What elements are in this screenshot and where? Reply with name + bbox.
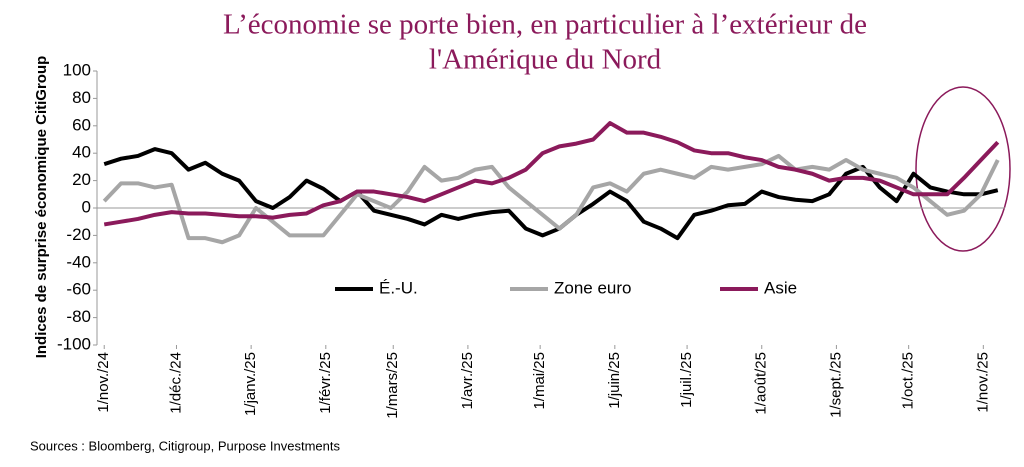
series-line — [103, 147, 999, 241]
y-tick-label: 0 — [82, 197, 91, 216]
y-tick-label: 80 — [72, 88, 91, 107]
legend-label: Zone euro — [554, 278, 632, 297]
y-tick-label: 100 — [63, 60, 91, 79]
y-tick-label: 60 — [72, 115, 91, 134]
highlight-ellipse — [915, 86, 1011, 252]
x-tick-label: 1/sept./25 — [827, 352, 844, 418]
x-tick-label: 1/nov./25 — [974, 352, 991, 413]
x-tick-label: 1/juil./25 — [678, 352, 695, 408]
series-line — [102, 153, 1000, 245]
x-tick-label: 1/juin/25 — [606, 352, 623, 409]
series-line — [103, 121, 1000, 227]
source: Sources : Bloomberg, Citigroup, Purpose … — [30, 438, 340, 453]
y-axis-label: Indices de surprise économique CitiGroup — [33, 56, 50, 359]
y-tick-label: -100 — [57, 334, 91, 353]
x-tick-label: 1/mai/25 — [531, 352, 548, 410]
chart-title: l'Amérique du Nord — [429, 44, 662, 76]
x-tick-label: 1/nov./24 — [95, 352, 112, 413]
y-tick-label: 40 — [72, 143, 91, 162]
x-tick-label: 1/janv./25 — [242, 352, 259, 416]
x-tick-label: 1/août/25 — [753, 352, 770, 415]
x-tick-label: 1/avr./25 — [459, 352, 476, 410]
y-tick-label: -20 — [66, 225, 91, 244]
legend-label: Asie — [764, 278, 797, 297]
chart-title: L’économie se porte bien, en particulier… — [223, 9, 867, 41]
x-tick-label: 1/mars/25 — [384, 352, 401, 419]
y-tick-label: -80 — [66, 307, 91, 326]
y-tick-label: 20 — [72, 170, 91, 189]
x-tick-label: 1/oct./25 — [900, 352, 917, 410]
x-tick-label: 1/déc./24 — [167, 352, 184, 414]
y-tick-label: -40 — [66, 252, 91, 271]
x-tick-label: 1/févr./25 — [317, 352, 334, 414]
legend-label: É.-U. — [379, 278, 418, 297]
y-tick-label: -60 — [66, 280, 91, 299]
